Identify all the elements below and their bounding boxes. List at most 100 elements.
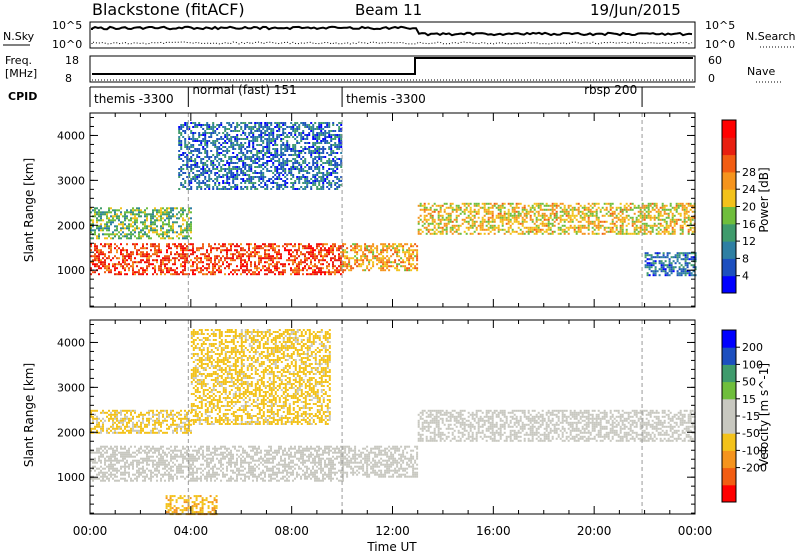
echo-cell xyxy=(282,164,285,166)
echo-cell xyxy=(521,206,524,209)
echo-cell xyxy=(471,214,474,217)
echo-cell xyxy=(416,253,419,256)
echo-cell xyxy=(631,220,634,223)
echo-cell xyxy=(416,267,419,270)
echo-cell xyxy=(250,176,253,178)
echo-cell xyxy=(690,264,693,267)
echo-cell xyxy=(176,221,178,224)
echo-cell xyxy=(332,164,335,166)
echo-cell xyxy=(332,122,335,124)
echo-cell xyxy=(304,257,306,260)
echo-cell xyxy=(202,253,204,256)
echo-cell xyxy=(429,232,432,235)
echo-cell xyxy=(252,140,255,142)
echo-cell xyxy=(469,232,472,235)
echo-cell xyxy=(282,154,285,156)
echo-cell xyxy=(679,224,682,227)
echo-cell xyxy=(238,253,240,256)
echo-cell xyxy=(406,243,409,246)
echo-cell xyxy=(90,273,92,276)
echo-cell xyxy=(174,273,176,276)
echo-cell xyxy=(226,152,229,154)
echo-cell xyxy=(254,273,256,276)
echo-cell xyxy=(96,213,98,216)
echo-cell xyxy=(485,228,488,231)
echo-cell xyxy=(687,216,690,219)
echo-cell xyxy=(204,124,207,126)
echo-cell xyxy=(96,245,98,248)
echo-cell xyxy=(264,257,266,260)
echo-cell xyxy=(690,274,693,277)
echo-cell xyxy=(258,247,260,250)
echo-cell xyxy=(320,273,322,276)
echo-cell xyxy=(671,206,674,209)
echo-cell xyxy=(519,222,522,225)
echo-cell xyxy=(324,122,327,124)
echo-cell xyxy=(505,218,508,221)
echo-cell xyxy=(138,253,140,256)
echo-cell xyxy=(178,255,180,258)
echo-cell xyxy=(675,220,678,223)
echo-cell xyxy=(559,226,562,229)
echo-cell xyxy=(248,144,251,146)
echo-cell xyxy=(382,247,385,250)
echo-cell xyxy=(689,208,692,211)
echo-cell xyxy=(184,182,187,184)
echo-cell xyxy=(186,124,189,126)
echo-cell xyxy=(104,473,106,476)
echo-cell xyxy=(234,269,236,272)
echo-cell xyxy=(350,249,353,252)
echo-cell xyxy=(106,225,108,228)
echo-cell xyxy=(98,227,100,230)
echo-cell xyxy=(212,132,215,134)
echo-cell xyxy=(198,152,201,154)
echo-cell xyxy=(140,261,142,264)
echo-cell xyxy=(338,126,341,128)
echo-cell xyxy=(334,144,337,146)
echo-cell xyxy=(477,232,480,235)
echo-cell xyxy=(230,257,232,260)
echo-cell xyxy=(659,214,662,217)
echo-cell xyxy=(140,267,142,270)
echo-cell xyxy=(645,204,648,207)
echo-cell xyxy=(234,140,237,142)
echo-cell xyxy=(186,235,188,238)
echo-cell xyxy=(202,172,205,174)
echo-cell xyxy=(507,214,510,217)
echo-cell xyxy=(471,218,474,221)
echo-cell xyxy=(653,214,656,217)
cpid-segment-label: rbsp 200 xyxy=(584,83,637,97)
echo-cell xyxy=(196,164,199,166)
echo-cell xyxy=(214,273,216,276)
echo-cell xyxy=(635,228,638,231)
echo-cell xyxy=(691,210,694,213)
echo-cell xyxy=(158,255,160,258)
echo-cell xyxy=(603,226,606,229)
echo-cell xyxy=(94,263,96,266)
echo-cell xyxy=(408,249,411,252)
echo-cell xyxy=(651,202,654,205)
echo-cell xyxy=(290,259,292,262)
echo-cell xyxy=(320,134,323,136)
echo-cell xyxy=(92,261,94,264)
echo-cell xyxy=(242,146,245,148)
echo-cell xyxy=(314,142,317,144)
echo-cell xyxy=(222,164,225,166)
echo-cell xyxy=(138,213,140,216)
echo-cell xyxy=(643,212,646,215)
echo-cell xyxy=(312,164,315,166)
echo-cell xyxy=(541,216,544,219)
echo-cell xyxy=(336,158,339,160)
echo-cell xyxy=(380,253,383,256)
echo-cell xyxy=(676,252,679,255)
echo-cell xyxy=(182,172,185,174)
echo-cell xyxy=(274,140,277,142)
echo-cell xyxy=(288,146,291,148)
echo-cell xyxy=(402,247,405,250)
echo-cell xyxy=(354,243,357,246)
echo-cell xyxy=(198,134,201,136)
echo-cell xyxy=(314,180,317,182)
echo-cell xyxy=(583,218,586,221)
echo-cell xyxy=(246,126,249,128)
echo-cell xyxy=(619,220,622,223)
